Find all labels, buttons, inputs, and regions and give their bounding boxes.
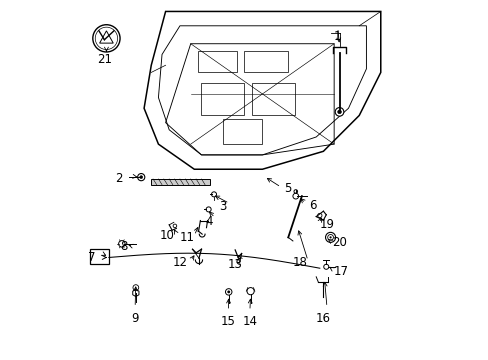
Text: 9: 9: [131, 311, 139, 325]
Text: 6: 6: [308, 199, 316, 212]
Text: 3: 3: [219, 201, 226, 213]
Bar: [151, 179, 210, 185]
Polygon shape: [251, 83, 294, 116]
Text: 13: 13: [227, 258, 243, 271]
Text: 20: 20: [331, 236, 346, 249]
Circle shape: [329, 236, 331, 238]
Text: 4: 4: [204, 215, 212, 228]
Circle shape: [140, 176, 142, 179]
Polygon shape: [223, 119, 262, 144]
Circle shape: [337, 110, 341, 114]
Text: 1: 1: [333, 30, 341, 43]
Circle shape: [227, 291, 230, 293]
Text: 16: 16: [315, 311, 330, 325]
Text: 18: 18: [292, 256, 307, 269]
Text: 5: 5: [283, 183, 291, 195]
Bar: [90, 249, 109, 264]
Text: 15: 15: [221, 315, 235, 328]
Text: 11: 11: [179, 231, 194, 244]
Polygon shape: [244, 51, 287, 72]
Text: 8: 8: [121, 240, 128, 253]
Text: 14: 14: [242, 315, 257, 328]
Text: 17: 17: [333, 265, 348, 278]
Text: 21: 21: [97, 53, 112, 66]
Circle shape: [335, 108, 343, 116]
Text: 12: 12: [172, 256, 187, 269]
Text: 7: 7: [88, 251, 96, 264]
Text: 2: 2: [115, 172, 122, 185]
Text: 10: 10: [160, 229, 175, 242]
Polygon shape: [198, 51, 237, 72]
Text: 19: 19: [319, 218, 334, 231]
Polygon shape: [201, 83, 244, 116]
